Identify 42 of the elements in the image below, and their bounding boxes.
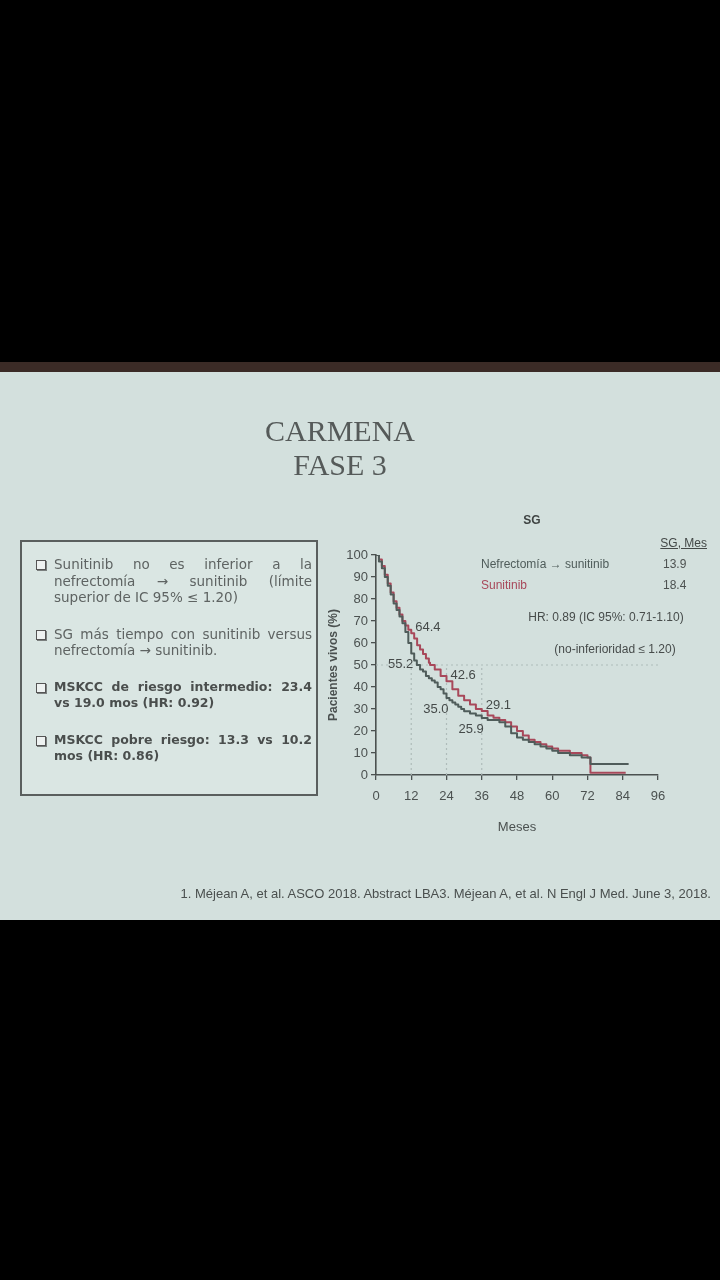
y-tick-label: 60: [353, 634, 368, 650]
y-tick-label: 80: [353, 590, 368, 606]
y-tick-label: 40: [353, 678, 368, 694]
annotation: (no-inferioridad ≤ 1.20): [554, 641, 676, 657]
text: 18.4: [663, 577, 688, 594]
text: SG más tiempo con sunitinib versus nefrectomía → sunitinib.: [54, 625, 312, 659]
y-tick-label: 0: [360, 766, 368, 782]
x-tick-label: 96: [650, 788, 666, 804]
text: MSKCC de riesgo intermedio: 23.4 vs 19.0 mos (HR: 0.92): [54, 678, 312, 712]
y-tick-label: 10: [353, 744, 368, 760]
text: Sunitinib: [481, 577, 528, 594]
y-tick-label: 20: [353, 722, 368, 738]
y-tick-label: 100: [346, 546, 368, 562]
y-tick-label: 70: [353, 612, 368, 628]
data-label: 42.6: [450, 666, 476, 682]
data-label: 64.4: [415, 618, 441, 634]
annotation: HR: 0.89 (IC 95%: 0.71-1.10): [528, 609, 684, 625]
x-tick-label: 0: [372, 788, 380, 804]
x-tick-label: 48: [509, 788, 525, 804]
x-tick-label: 84: [615, 788, 630, 804]
x-tick-label: 12: [404, 788, 419, 804]
x-axis-title: Meses: [497, 818, 537, 834]
data-label: 29.1: [485, 696, 512, 712]
x-tick-label: 36: [474, 788, 489, 804]
y-tick-label: 90: [353, 568, 368, 584]
data-label: 35.0: [423, 700, 449, 716]
legend-title: SG, Mes: [660, 535, 707, 551]
text: Nefrectomía → sunitinib: [481, 556, 610, 573]
y-axis-title: Pacientes vivos (%): [325, 608, 340, 722]
text: 1. Méjean A, et al. ASCO 2018. Abstract LBA3. Méjean A, et al. N Engl J Med. June 3, 2018.: [180, 886, 711, 902]
text: 13.9: [663, 556, 688, 573]
x-tick-label: 24: [439, 788, 454, 804]
y-tick-label: 50: [353, 656, 368, 672]
x-tick-label: 72: [580, 788, 595, 804]
y-tick-label: 30: [353, 700, 368, 716]
data-label: 55.2: [387, 656, 414, 672]
data-label: 25.9: [458, 720, 484, 736]
x-tick-label: 60: [545, 788, 560, 804]
text: Sunitinib no es inferior a la nefrectomía → sunitinib (límite superior de IC 95% ≤ 1.20): [54, 556, 312, 606]
text: CARMENA FASE 3: [264, 414, 416, 482]
text: MSKCC pobre riesgo: 13.3 vs 10.2 mos (HR: 0.86): [54, 731, 312, 765]
chart-title: SG: [522, 512, 542, 528]
